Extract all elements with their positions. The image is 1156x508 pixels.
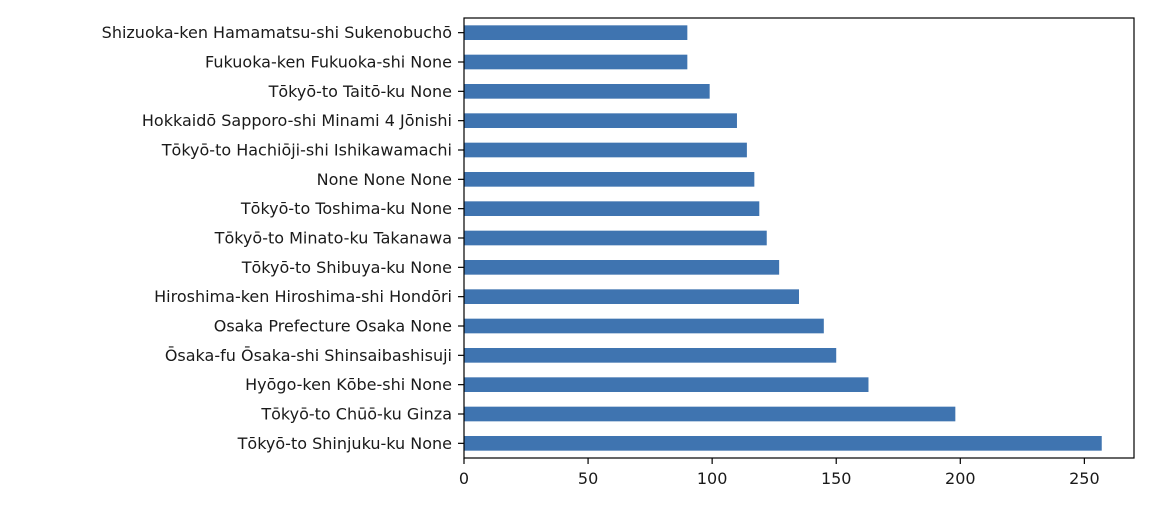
bar: [464, 54, 688, 70]
bar: [464, 289, 799, 304]
plot-frame: [463, 17, 1135, 459]
bar: [464, 113, 737, 128]
y-tick-label: Osaka Prefecture Osaka None: [214, 317, 452, 336]
x-tick-label: 250: [1069, 469, 1100, 488]
y-tick-label: Tōkyō-to Hachiōji-shi Ishikawamachi: [161, 141, 452, 160]
bar: [464, 84, 710, 99]
y-tick-label: Tōkyō-to Minato-ku Takanawa: [214, 229, 452, 248]
bar: [464, 230, 767, 246]
x-tick-label: 0: [459, 469, 469, 488]
bar: [464, 25, 688, 40]
bars-group: [464, 25, 1102, 451]
bar: [464, 142, 747, 158]
bar: [464, 260, 780, 275]
y-tick-label: Shizuoka-ken Hamamatsu-shi Sukenobuchō: [102, 23, 452, 42]
bar: [464, 318, 824, 334]
y-tick-label: Fukuoka-ken Fukuoka-shi None: [205, 53, 452, 72]
y-tick-labels: Shizuoka-ken Hamamatsu-shi Sukenobuchō Fu…: [102, 23, 464, 453]
y-tick-label: Tōkyō-to Shinjuku-ku None: [237, 434, 452, 453]
x-ticks: 0 50 100 150 200 250: [459, 458, 1100, 488]
bar: [464, 436, 1102, 451]
y-tick-label: Hokkaidō Sapporo-shi Minami 4 Jōnishi: [142, 111, 452, 130]
x-tick-label: 100: [697, 469, 728, 488]
y-tick-label: Ōsaka-fu Ōsaka-shi Shinsaibashisuji: [165, 346, 452, 365]
y-tick-label: Tōkyō-to Chūō-ku Ginza: [260, 405, 452, 424]
y-tick-label: None None None: [317, 170, 452, 189]
y-tick-label: Tōkyō-to Toshima-ku None: [240, 199, 452, 218]
bar: [464, 377, 869, 392]
bar: [464, 172, 755, 187]
bar: [464, 406, 956, 422]
x-tick-label: 50: [578, 469, 598, 488]
bar: [464, 201, 760, 216]
y-tick-label: Tōkyō-to Taitō-ku None: [268, 82, 452, 101]
x-tick-label: 150: [821, 469, 852, 488]
y-tick-label: Hyōgo-ken Kōbe-shi None: [245, 375, 452, 394]
bar: [464, 348, 837, 363]
y-tick-label: Tōkyō-to Shibuya-ku None: [241, 258, 452, 277]
x-tick-label: 200: [945, 469, 976, 488]
y-tick-label: Hiroshima-ken Hiroshima-shi Hondōri: [154, 287, 452, 306]
